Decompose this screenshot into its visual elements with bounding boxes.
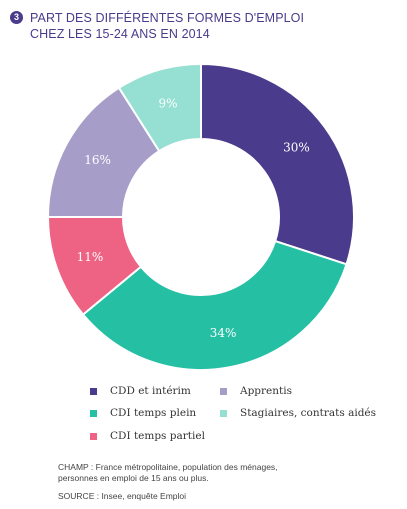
slice-label-cdi-temps-partiel: 11% xyxy=(77,250,104,264)
slice-cdd-et-interim xyxy=(200,62,355,266)
legend-label: Stagiaires, contrats aidés xyxy=(240,407,377,419)
slice-label-cdd-et-interim: 30% xyxy=(283,141,310,155)
slice-label-apprentis: 16% xyxy=(84,153,111,167)
legend-label: CDI temps partiel xyxy=(110,430,205,442)
legend-label: Apprentis xyxy=(240,385,292,397)
chart-notes: CHAMP : France métropolitaine, populatio… xyxy=(58,462,278,502)
legend-item-cdi-temps-plein: CDI temps plein xyxy=(90,407,196,419)
legend-swatch xyxy=(90,409,97,417)
champ-note-line-1: CHAMP : France métropolitaine, populatio… xyxy=(58,462,278,472)
legend-swatch xyxy=(220,409,227,417)
legend-label: CDI temps plein xyxy=(110,407,197,419)
chart-title: PART DES DIFFÉRENTES FORMES D'EMPLOI CHE… xyxy=(30,10,304,42)
slice-label-stagiaires-contrats-aides: 9% xyxy=(159,97,178,111)
legend-item-stagiaires-contrats-aides: Stagiaires, contrats aidés xyxy=(220,407,376,419)
chart-title-line-2: CHEZ LES 15-24 ANS EN 2014 xyxy=(30,27,210,41)
slice-cdi-temps-plein xyxy=(81,239,348,371)
donut-chart: 30% 34% 11% 16% 9% xyxy=(46,62,355,371)
legend-swatch xyxy=(220,387,227,395)
legend-item-cdd-et-interim: CDD et intérim xyxy=(90,385,191,397)
source-note: SOURCE : Insee, enquête Emploi xyxy=(58,491,187,501)
champ-note-line-2: personnes en emploi de 15 ans ou plus. xyxy=(58,473,209,483)
legend-item-apprentis: Apprentis xyxy=(220,385,292,397)
figure-number-badge: 3 xyxy=(10,11,23,24)
chart-header: 3 PART DES DIFFÉRENTES FORMES D'EMPLOI C… xyxy=(10,10,304,42)
legend-label: CDD et intérim xyxy=(110,385,191,397)
slice-stagiaires-contrats-aides xyxy=(117,62,202,153)
slice-label-cdi-temps-plein: 34% xyxy=(210,326,237,340)
legend-swatch xyxy=(90,387,97,395)
chart-title-line-1: PART DES DIFFÉRENTES FORMES D'EMPLOI xyxy=(30,11,305,25)
legend-item-cdi-temps-partiel: CDI temps partiel xyxy=(90,430,205,442)
legend-swatch xyxy=(90,432,97,440)
